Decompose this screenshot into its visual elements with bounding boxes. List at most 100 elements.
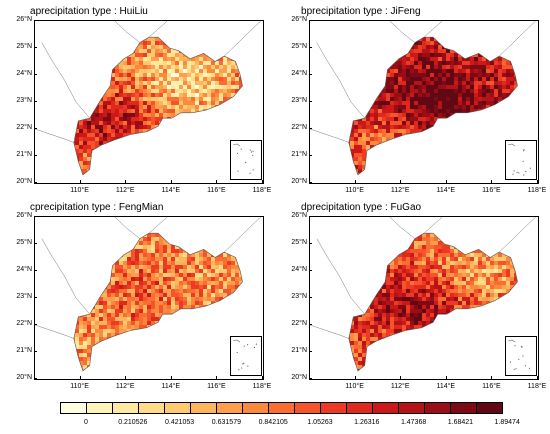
colorbar-swatch-1 <box>86 402 113 414</box>
x-tick-label-b-1: 112°E <box>390 187 410 194</box>
y-tick-mark-d-6 <box>309 378 312 379</box>
border-line-a-0 <box>114 21 141 43</box>
border-line-a-3 <box>41 42 90 119</box>
y-tick-label-b-5: 21°N <box>291 151 307 158</box>
colorbar-swatch-3 <box>138 402 165 414</box>
x-tick-mark-b-3 <box>491 180 493 183</box>
x-tick-label-a-4: 118°E <box>252 187 272 194</box>
x-tick-mark-c-4 <box>262 376 263 379</box>
x-tick-mark-d-4 <box>537 376 538 379</box>
x-tick-label-c-3: 116°E <box>207 383 226 390</box>
y-tick-mark-b-0 <box>309 20 312 21</box>
y-tick-label-d-3: 23°N <box>291 293 307 300</box>
colorbar-label-6: 1.26316 <box>354 419 380 426</box>
colorbar-swatch-7 <box>242 402 269 414</box>
border-line-b-1 <box>499 21 536 57</box>
y-tick-label-c-0: 26°N <box>16 212 32 219</box>
x-tick-label-d-0: 110°E <box>345 383 364 390</box>
x-tick-mark-b-4 <box>537 180 538 183</box>
south-china-sea-inset-d <box>505 336 537 376</box>
colorbar-label-0: 0 <box>84 419 88 426</box>
colorbar-swatch-12 <box>372 402 399 414</box>
y-tick-mark-d-4 <box>309 324 312 325</box>
x-tick-label-d-4: 118°E <box>527 383 547 390</box>
colorbar-swatch-14 <box>424 402 451 414</box>
y-tick-label-b-3: 23°N <box>291 97 307 104</box>
y-tick-mark-d-5 <box>309 351 312 352</box>
border-line-b-0 <box>389 21 416 43</box>
y-tick-mark-b-6 <box>309 182 312 183</box>
x-tick-label-c-2: 114°E <box>161 383 181 390</box>
y-tick-label-c-6: 20°N <box>16 374 32 381</box>
x-tick-label-d-3: 116°E <box>482 383 501 390</box>
colorbar-label-8: 1.68421 <box>447 419 474 426</box>
x-tick-mark-a-0 <box>79 180 81 183</box>
y-tick-mark-b-4 <box>309 128 312 129</box>
y-tick-mark-c-4 <box>34 324 37 325</box>
x-tick-mark-a-3 <box>216 180 218 183</box>
map-svg-c <box>35 217 261 372</box>
x-tick-mark-a-4 <box>262 180 263 183</box>
x-tick-mark-b-2 <box>445 180 447 183</box>
colorbar-label-7: 1.47368 <box>400 419 427 426</box>
colorbar-label-2: 0.421053 <box>164 419 195 426</box>
inset-svg-c <box>232 339 257 371</box>
colorbar-swatch-10 <box>320 402 347 414</box>
x-tick-label-c-1: 112°E <box>115 383 135 390</box>
y-tick-label-a-4: 22°N <box>16 124 32 131</box>
border-line-a-1 <box>224 21 261 57</box>
x-tick-mark-a-2 <box>170 180 172 183</box>
precip-field-c <box>73 233 243 371</box>
inset-svg-b <box>507 143 531 176</box>
y-tick-label-c-3: 23°N <box>16 293 32 300</box>
x-tick-label-a-0: 110°E <box>70 187 89 194</box>
x-tick-mark-d-0 <box>354 376 356 379</box>
panel-title-a: aprecipitation type : HuiLiu <box>30 6 148 17</box>
colorbar-label-1: 0.210526 <box>118 419 148 426</box>
y-tick-mark-a-3 <box>34 101 37 102</box>
map-svg-b <box>310 21 536 176</box>
colorbar-swatch-4 <box>164 402 191 414</box>
y-tick-label-d-6: 20°N <box>291 374 307 381</box>
south-china-sea-inset-a <box>230 140 262 180</box>
y-tick-label-b-2: 24°N <box>291 70 307 77</box>
border-line-d-1 <box>499 217 536 253</box>
x-tick-mark-a-1 <box>125 180 127 183</box>
colorbar-swatch-11 <box>346 402 373 414</box>
x-tick-mark-c-3 <box>216 376 218 379</box>
y-tick-label-c-5: 21°N <box>16 347 32 354</box>
panel-title-b: bprecipitation type : JiFeng <box>301 6 421 17</box>
x-tick-mark-d-3 <box>491 376 493 379</box>
y-tick-mark-d-0 <box>309 216 312 217</box>
x-tick-label-c-0: 110°E <box>70 383 89 390</box>
panel-title-text-a: precipitation type : HuiLiu <box>35 6 148 17</box>
map-panel-c: cprecipitation type : FengMian 26°N 25°N 2… <box>0 196 271 391</box>
panel-title-text-c: precipitation type : FengMian <box>35 202 164 213</box>
x-tick-label-b-3: 116°E <box>482 187 501 194</box>
panel-letter-a: a <box>30 6 36 17</box>
inset-svg-a <box>232 143 254 174</box>
panel-letter-b: b <box>301 6 307 17</box>
x-tick-label-d-1: 112°E <box>390 383 410 390</box>
y-tick-mark-d-3 <box>309 297 312 298</box>
panel-letter-c: c <box>30 202 35 213</box>
y-tick-label-a-6: 20°N <box>16 178 32 185</box>
y-tick-label-d-4: 22°N <box>291 320 307 327</box>
y-tick-label-b-0: 26°N <box>291 16 307 23</box>
y-tick-label-b-1: 25°N <box>291 43 307 50</box>
y-tick-mark-d-2 <box>309 270 312 271</box>
map-frame-c <box>34 216 264 380</box>
border-line-a-4 <box>148 21 168 38</box>
y-tick-mark-c-0 <box>34 216 37 217</box>
y-tick-label-a-2: 24°N <box>16 70 32 77</box>
border-line-c-1 <box>224 217 261 253</box>
precip-field-a <box>73 37 243 175</box>
province-outline-b <box>348 36 518 176</box>
y-tick-mark-c-2 <box>34 270 37 271</box>
colorbar-swatch-9 <box>294 402 321 414</box>
x-tick-label-b-2: 114°E <box>436 187 456 194</box>
y-tick-label-a-0: 26°N <box>16 16 32 23</box>
map-frame-d <box>309 216 539 380</box>
colorbar-label-3: 0.631579 <box>211 419 241 426</box>
colorbar <box>60 402 503 414</box>
